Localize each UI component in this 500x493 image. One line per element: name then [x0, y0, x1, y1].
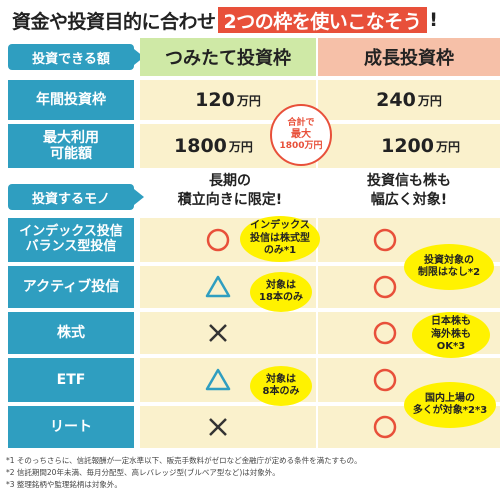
- bubble-growth-line1: 投資対象の: [424, 254, 474, 266]
- circle-mark-icon: [373, 321, 397, 345]
- stock-tsumitate-cell: [140, 312, 316, 354]
- triangle-mark-icon: [205, 368, 231, 391]
- feature-seicho: 投資信も株も 幅広く対象!: [324, 172, 494, 210]
- circle-mark-icon: [206, 228, 230, 252]
- annual-a-number: 120: [195, 89, 235, 111]
- badge-line3: 1800万円: [279, 141, 323, 151]
- column-header-tsumitate: つみたて投資枠: [140, 38, 316, 76]
- row-label-max-line2: 可能額: [50, 146, 92, 162]
- circle-mark-icon: [373, 415, 397, 439]
- bubble-index-note: インデックス 投信は株式型 のみ*1: [240, 216, 320, 262]
- annual-b-number: 240: [376, 89, 416, 111]
- feature-tsumitate: 長期の 積立向きに限定!: [150, 172, 310, 210]
- page-title: 資金や投資目的に合わせ 2つの枠を使いこなそう !: [12, 6, 438, 34]
- feature-b-line1: 投資信も株も: [367, 173, 451, 189]
- triangle-mark-icon: [205, 275, 231, 298]
- title-highlight: 2つの枠を使いこなそう: [217, 7, 428, 33]
- annual-tsumitate-value: 120 万円: [140, 80, 316, 120]
- total-max-badge: 合計で 最大 1800万円: [270, 104, 332, 166]
- cross-mark-icon: [209, 324, 227, 342]
- max-a-unit: 万円: [228, 139, 253, 154]
- row-label-stock: 株式: [8, 312, 134, 354]
- feature-b-line2: 幅広く対象!: [370, 191, 448, 208]
- bubble-etf-line1: 対象は: [266, 373, 296, 385]
- bubble-index-line3: のみ*1: [263, 245, 297, 257]
- bubble-growth-line2: 制限はなし*2: [417, 267, 481, 278]
- section-label-amount: 投資できる額: [8, 44, 144, 70]
- row-label-active: アクティブ投信: [8, 266, 134, 308]
- bubble-active-line2: 18本のみ: [259, 292, 303, 303]
- annual-b-unit: 万円: [417, 93, 442, 108]
- max-seicho-value: 1200 万円: [318, 124, 500, 168]
- bubble-reit-line1: 国内上場の: [425, 392, 475, 404]
- section-label-target: 投資するモノ: [8, 184, 144, 210]
- bubble-reit-note: 国内上場の 多くが対象*2*3: [404, 382, 496, 428]
- max-a-number: 1800: [174, 135, 227, 157]
- footnote-2: *2 信託期間20年未満、毎月分配型、高レバレッジ型(ブルベア型など)は対象外。: [6, 468, 280, 477]
- row-label-reit: リート: [8, 406, 134, 448]
- reit-tsumitate-cell: [140, 406, 316, 448]
- badge-line2: 最大: [291, 129, 311, 140]
- bubble-stock-line3: OK*3: [436, 341, 466, 353]
- feature-a-line1: 長期の: [209, 173, 251, 189]
- max-b-unit: 万円: [435, 139, 460, 154]
- footnote-1: *1 そのっちさらに、信託報酬が一定水準以下、販売手数料がゼロなど金融庁が定める…: [6, 456, 362, 465]
- circle-mark-icon: [373, 368, 397, 392]
- annual-seicho-value: 240 万円: [318, 80, 500, 120]
- title-pre: 資金や投資目的に合わせ: [12, 10, 216, 33]
- footnote-3: *3 整理銘柄や監理銘柄は対象外。: [6, 480, 122, 489]
- circle-mark-icon: [373, 275, 397, 299]
- title-suffix: !: [429, 9, 438, 31]
- row-label-max: 最大利用 可能額: [8, 124, 134, 168]
- bubble-stock-note: 日本株も 海外株も OK*3: [412, 312, 490, 358]
- bubble-stock-line2: 海外株も: [431, 328, 471, 340]
- annual-a-unit: 万円: [236, 93, 261, 108]
- row-label-etf: ETF: [8, 358, 134, 402]
- bubble-etf-line2: 8本のみ: [262, 386, 300, 397]
- bubble-stock-line1: 日本株も: [431, 316, 471, 328]
- bubble-etf-note: 対象は 8本のみ: [250, 366, 312, 406]
- row-label-index-line2: バランス型投信: [25, 239, 117, 254]
- circle-mark-icon: [373, 228, 397, 252]
- column-header-seicho: 成長投資枠: [318, 38, 500, 76]
- row-label-index-line1: インデックス投信: [19, 224, 123, 240]
- feature-a-line2: 積立向きに限定!: [177, 191, 283, 208]
- bubble-active-line1: 対象は: [266, 279, 296, 291]
- row-label-index: インデックス投信 バランス型投信: [8, 218, 134, 262]
- bubble-index-line1: インデックス: [250, 220, 310, 232]
- row-label-annual: 年間投資枠: [8, 80, 134, 120]
- bubble-growth-note: 投資対象の 制限はなし*2: [404, 244, 494, 290]
- bubble-index-line2: 投信は株式型: [250, 232, 310, 244]
- badge-line1: 合計で: [287, 118, 315, 129]
- row-label-max-line1: 最大利用: [43, 129, 99, 146]
- bubble-reit-line2: 多くが対象*2*3: [412, 405, 488, 416]
- bubble-active-note: 対象は 18本のみ: [250, 272, 312, 312]
- cross-mark-icon: [209, 418, 227, 436]
- max-b-number: 1200: [381, 135, 434, 157]
